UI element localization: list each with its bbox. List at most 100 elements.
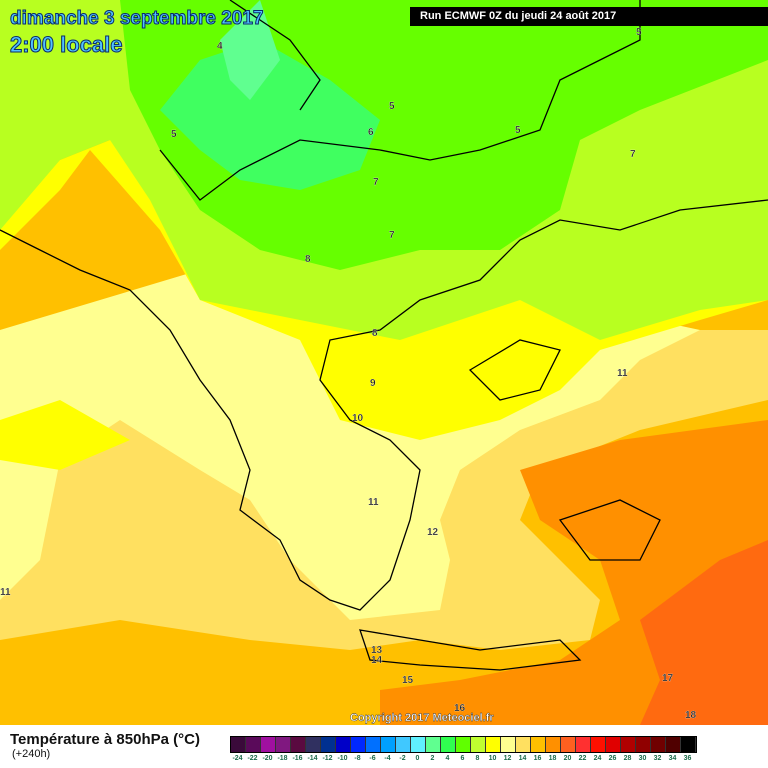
color-swatch xyxy=(666,737,681,752)
scale-tick-label: -2 xyxy=(399,755,406,762)
scale-tick-label: 12 xyxy=(503,755,512,762)
color-swatch xyxy=(411,737,426,752)
legend: Température à 850hPa (°C) (+240h) -24 -22… xyxy=(0,725,768,768)
scale-tick-label: 16 xyxy=(533,755,542,762)
color-swatch xyxy=(651,737,666,752)
temperature-map xyxy=(0,0,768,725)
scale-tick-label: 32 xyxy=(653,755,662,762)
color-swatch xyxy=(576,737,591,752)
scale-tick-label: 0 xyxy=(415,755,420,762)
forecast-date: dimanche 3 septembre 2017 xyxy=(9,8,264,30)
scale-tick-label: 30 xyxy=(638,755,647,762)
contour-label: 14 xyxy=(371,655,383,666)
color-swatch xyxy=(531,737,546,752)
color-swatch xyxy=(546,737,561,752)
color-swatch xyxy=(366,737,381,752)
color-scale xyxy=(230,736,697,753)
contour-label: 5 xyxy=(389,101,395,112)
contour-label: 8 xyxy=(305,254,311,265)
contour-label: 15 xyxy=(402,675,414,686)
color-swatch xyxy=(291,737,306,752)
scale-tick-label: 22 xyxy=(578,755,587,762)
color-swatch xyxy=(321,737,336,752)
color-swatch xyxy=(681,737,696,752)
color-swatch xyxy=(606,737,621,752)
color-swatch xyxy=(396,737,411,752)
color-swatch xyxy=(516,737,531,752)
scale-tick-label: 18 xyxy=(548,755,557,762)
model-run-label: Run ECMWF 0Z du jeudi 24 août 2017 xyxy=(410,7,768,26)
contour-label: 5 xyxy=(515,125,521,136)
zone-yellow-green-left xyxy=(0,400,130,470)
legend-subtitle: (+240h) xyxy=(12,748,51,760)
scale-tick-label: -16 xyxy=(292,755,303,762)
color-swatch xyxy=(501,737,516,752)
contour-label: 18 xyxy=(685,710,697,721)
scale-tick-label: 36 xyxy=(683,755,692,762)
scale-tick-label: 24 xyxy=(593,755,602,762)
coastlines xyxy=(0,0,768,671)
contour-label: 13 xyxy=(371,645,383,656)
color-swatch xyxy=(306,737,321,752)
scale-tick-label: 4 xyxy=(445,755,450,762)
color-swatch xyxy=(276,737,291,752)
color-swatch xyxy=(426,737,441,752)
contour-label: 9 xyxy=(370,378,376,389)
contour-label: 17 xyxy=(662,673,674,684)
scale-tick-label: 20 xyxy=(563,755,572,762)
contour-label: 16 xyxy=(454,703,466,714)
scale-tick-label: -10 xyxy=(337,755,348,762)
scale-tick-label: -12 xyxy=(322,755,333,762)
scale-tick-label: -18 xyxy=(277,755,288,762)
scale-tick-label: 26 xyxy=(608,755,617,762)
contour-label: 12 xyxy=(427,527,439,538)
scale-tick-label: 34 xyxy=(668,755,677,762)
contour-label: 8 xyxy=(372,328,378,339)
contour-label: 5 xyxy=(171,129,177,140)
contour-label: 10 xyxy=(352,413,364,424)
scale-tick-label: -14 xyxy=(307,755,318,762)
color-swatch xyxy=(591,737,606,752)
color-swatch xyxy=(261,737,276,752)
zone-red-orange xyxy=(640,540,768,725)
color-swatch xyxy=(486,737,501,752)
color-swatch xyxy=(351,737,366,752)
scale-tick-label: -24 xyxy=(232,755,243,762)
color-swatch xyxy=(471,737,486,752)
color-swatch xyxy=(456,737,471,752)
contour-label: 11 xyxy=(0,587,11,598)
scale-tick-label: -22 xyxy=(247,755,258,762)
color-swatch xyxy=(621,737,636,752)
contour-label: 4 xyxy=(217,41,223,52)
color-swatch xyxy=(636,737,651,752)
scale-tick-label: 14 xyxy=(518,755,527,762)
scale-tick-label: -8 xyxy=(354,755,361,762)
zone-light-green-2 xyxy=(220,0,280,100)
color-swatch xyxy=(561,737,576,752)
scale-tick-label: -6 xyxy=(369,755,376,762)
zone-light-green xyxy=(160,40,380,190)
scale-tick-label: -4 xyxy=(384,755,391,762)
forecast-time: 2:00 locale xyxy=(10,32,124,58)
contour-label: 7 xyxy=(373,177,379,188)
copyright: Copyright 2017 Meteociel.fr xyxy=(350,712,494,724)
color-swatch xyxy=(441,737,456,752)
color-swatch xyxy=(231,737,246,752)
scale-tick-label: 2 xyxy=(430,755,435,762)
contour-label: 5 xyxy=(636,27,642,38)
legend-title: Température à 850hPa (°C) xyxy=(10,731,200,748)
contour-label: 11 xyxy=(617,368,628,379)
contour-label: 11 xyxy=(368,497,379,508)
color-swatch xyxy=(381,737,396,752)
contour-label: 6 xyxy=(368,127,374,138)
color-scale-ticks: -24 -22 -20 -18 -16 -14 -12 -10 -8 -6 -4 -2 0 2 4 6 8 10 1… xyxy=(230,755,695,762)
contour-label: 7 xyxy=(630,149,636,160)
contour-label: 7 xyxy=(389,230,395,241)
color-swatch xyxy=(246,737,261,752)
scale-tick-label: 6 xyxy=(460,755,465,762)
scale-tick-label: -20 xyxy=(262,755,273,762)
color-swatch xyxy=(336,737,351,752)
scale-tick-label: 8 xyxy=(475,755,480,762)
scale-tick-label: 10 xyxy=(488,755,497,762)
scale-tick-label: 28 xyxy=(623,755,632,762)
